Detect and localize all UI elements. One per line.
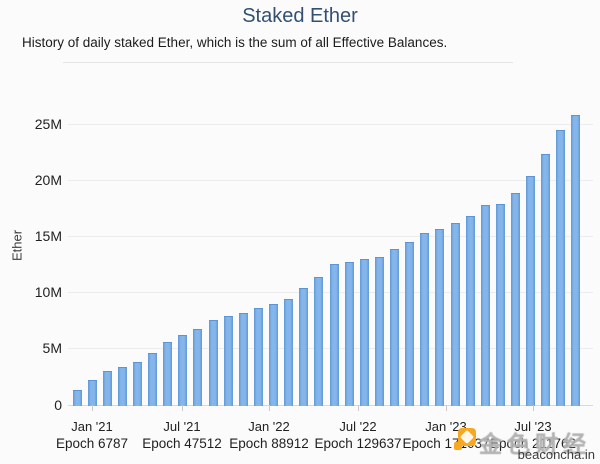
header-divider	[63, 62, 513, 63]
chart-title: Staked Ether	[242, 5, 358, 27]
bar-dec22[interactable]	[435, 228, 445, 406]
bar-aug23[interactable]	[556, 129, 566, 406]
x-tick-4	[358, 405, 359, 411]
bar-nov22[interactable]	[420, 232, 430, 406]
y-axis-label-0: 0	[54, 396, 62, 413]
watermark-cn-text: 金色财经	[479, 431, 591, 457]
bar-sep21[interactable]	[208, 319, 218, 406]
bar-apr21[interactable]	[132, 361, 142, 406]
y-axis-label-10M: 10M	[34, 284, 62, 301]
x-label-month-3: Jan '22	[248, 419, 290, 434]
bar-mar22[interactable]	[299, 287, 309, 406]
x-label-epoch-1: Epoch 6787	[55, 436, 129, 451]
x-label-month-6: Jul '23	[514, 419, 552, 434]
x-label-month-4: Jul '22	[339, 419, 377, 434]
bar-jul23[interactable]	[541, 153, 551, 406]
x-label-epoch-3: Epoch 88912	[229, 436, 309, 451]
gridline-20M	[68, 179, 593, 181]
bar-aug22[interactable]	[374, 256, 384, 406]
y-axis-title: Ether	[9, 229, 25, 262]
bar-dec21[interactable]	[253, 307, 263, 406]
bar-may21[interactable]	[148, 352, 158, 406]
bar-oct21[interactable]	[223, 315, 233, 406]
bar-jan21[interactable]	[87, 379, 97, 406]
y-axis-label-20M: 20M	[34, 171, 62, 188]
bar-feb22[interactable]	[284, 298, 294, 406]
bar-jan22[interactable]	[269, 303, 279, 406]
bar-feb23[interactable]	[465, 215, 475, 406]
logo-square-small	[454, 442, 462, 450]
x-tick-3	[269, 405, 270, 411]
bar-apr23[interactable]	[495, 203, 505, 406]
bar-feb21[interactable]	[102, 370, 112, 406]
bar-jan23[interactable]	[450, 222, 460, 406]
x-label-month-1: Jan '21	[71, 419, 113, 434]
bar-jun23[interactable]	[526, 175, 536, 406]
x-label-epoch-2: Epoch 47512	[142, 436, 222, 451]
watermark-site-text: beaconcha.in	[517, 447, 595, 462]
bar-aug21[interactable]	[193, 328, 203, 406]
x-tick-6	[533, 405, 534, 411]
jinse-finance-logo-icon	[454, 428, 476, 450]
bar-jul22[interactable]	[359, 258, 369, 406]
x-tick-5	[446, 405, 447, 411]
x-label-month-2: Jul '21	[163, 419, 201, 434]
bar-sep22[interactable]	[390, 248, 400, 406]
x-label-epoch-4: Epoch 129637	[314, 436, 402, 451]
bar-mar21[interactable]	[117, 366, 127, 406]
watermark: 金色财经 beaconcha.in	[450, 425, 598, 463]
bar-may22[interactable]	[329, 263, 339, 406]
bar-jul21[interactable]	[178, 334, 188, 406]
x-label-epoch-6: Epoch 211762	[489, 436, 577, 451]
bar-mar23[interactable]	[480, 204, 490, 406]
chart-subtitle: History of daily staked Ether, which is …	[22, 35, 448, 50]
bar-sep23[interactable]	[571, 114, 581, 406]
y-axis-label-15M: 15M	[34, 227, 62, 244]
bar-oct22[interactable]	[405, 241, 415, 406]
y-axis-label-5M: 5M	[42, 340, 62, 357]
gridline-25M	[68, 123, 593, 125]
bar-apr22[interactable]	[314, 276, 324, 406]
x-tick-1	[92, 405, 93, 411]
bar-jun21[interactable]	[163, 341, 173, 406]
x-tick-2	[182, 405, 183, 411]
bar-dec20[interactable]	[72, 389, 82, 406]
bar-may23[interactable]	[510, 192, 520, 406]
bar-nov21[interactable]	[238, 312, 248, 406]
y-axis-label-25M: 25M	[34, 115, 62, 132]
x-label-month-5: Jan '23	[425, 419, 467, 434]
bar-jun22[interactable]	[344, 261, 354, 406]
gridline-15M	[68, 235, 593, 237]
